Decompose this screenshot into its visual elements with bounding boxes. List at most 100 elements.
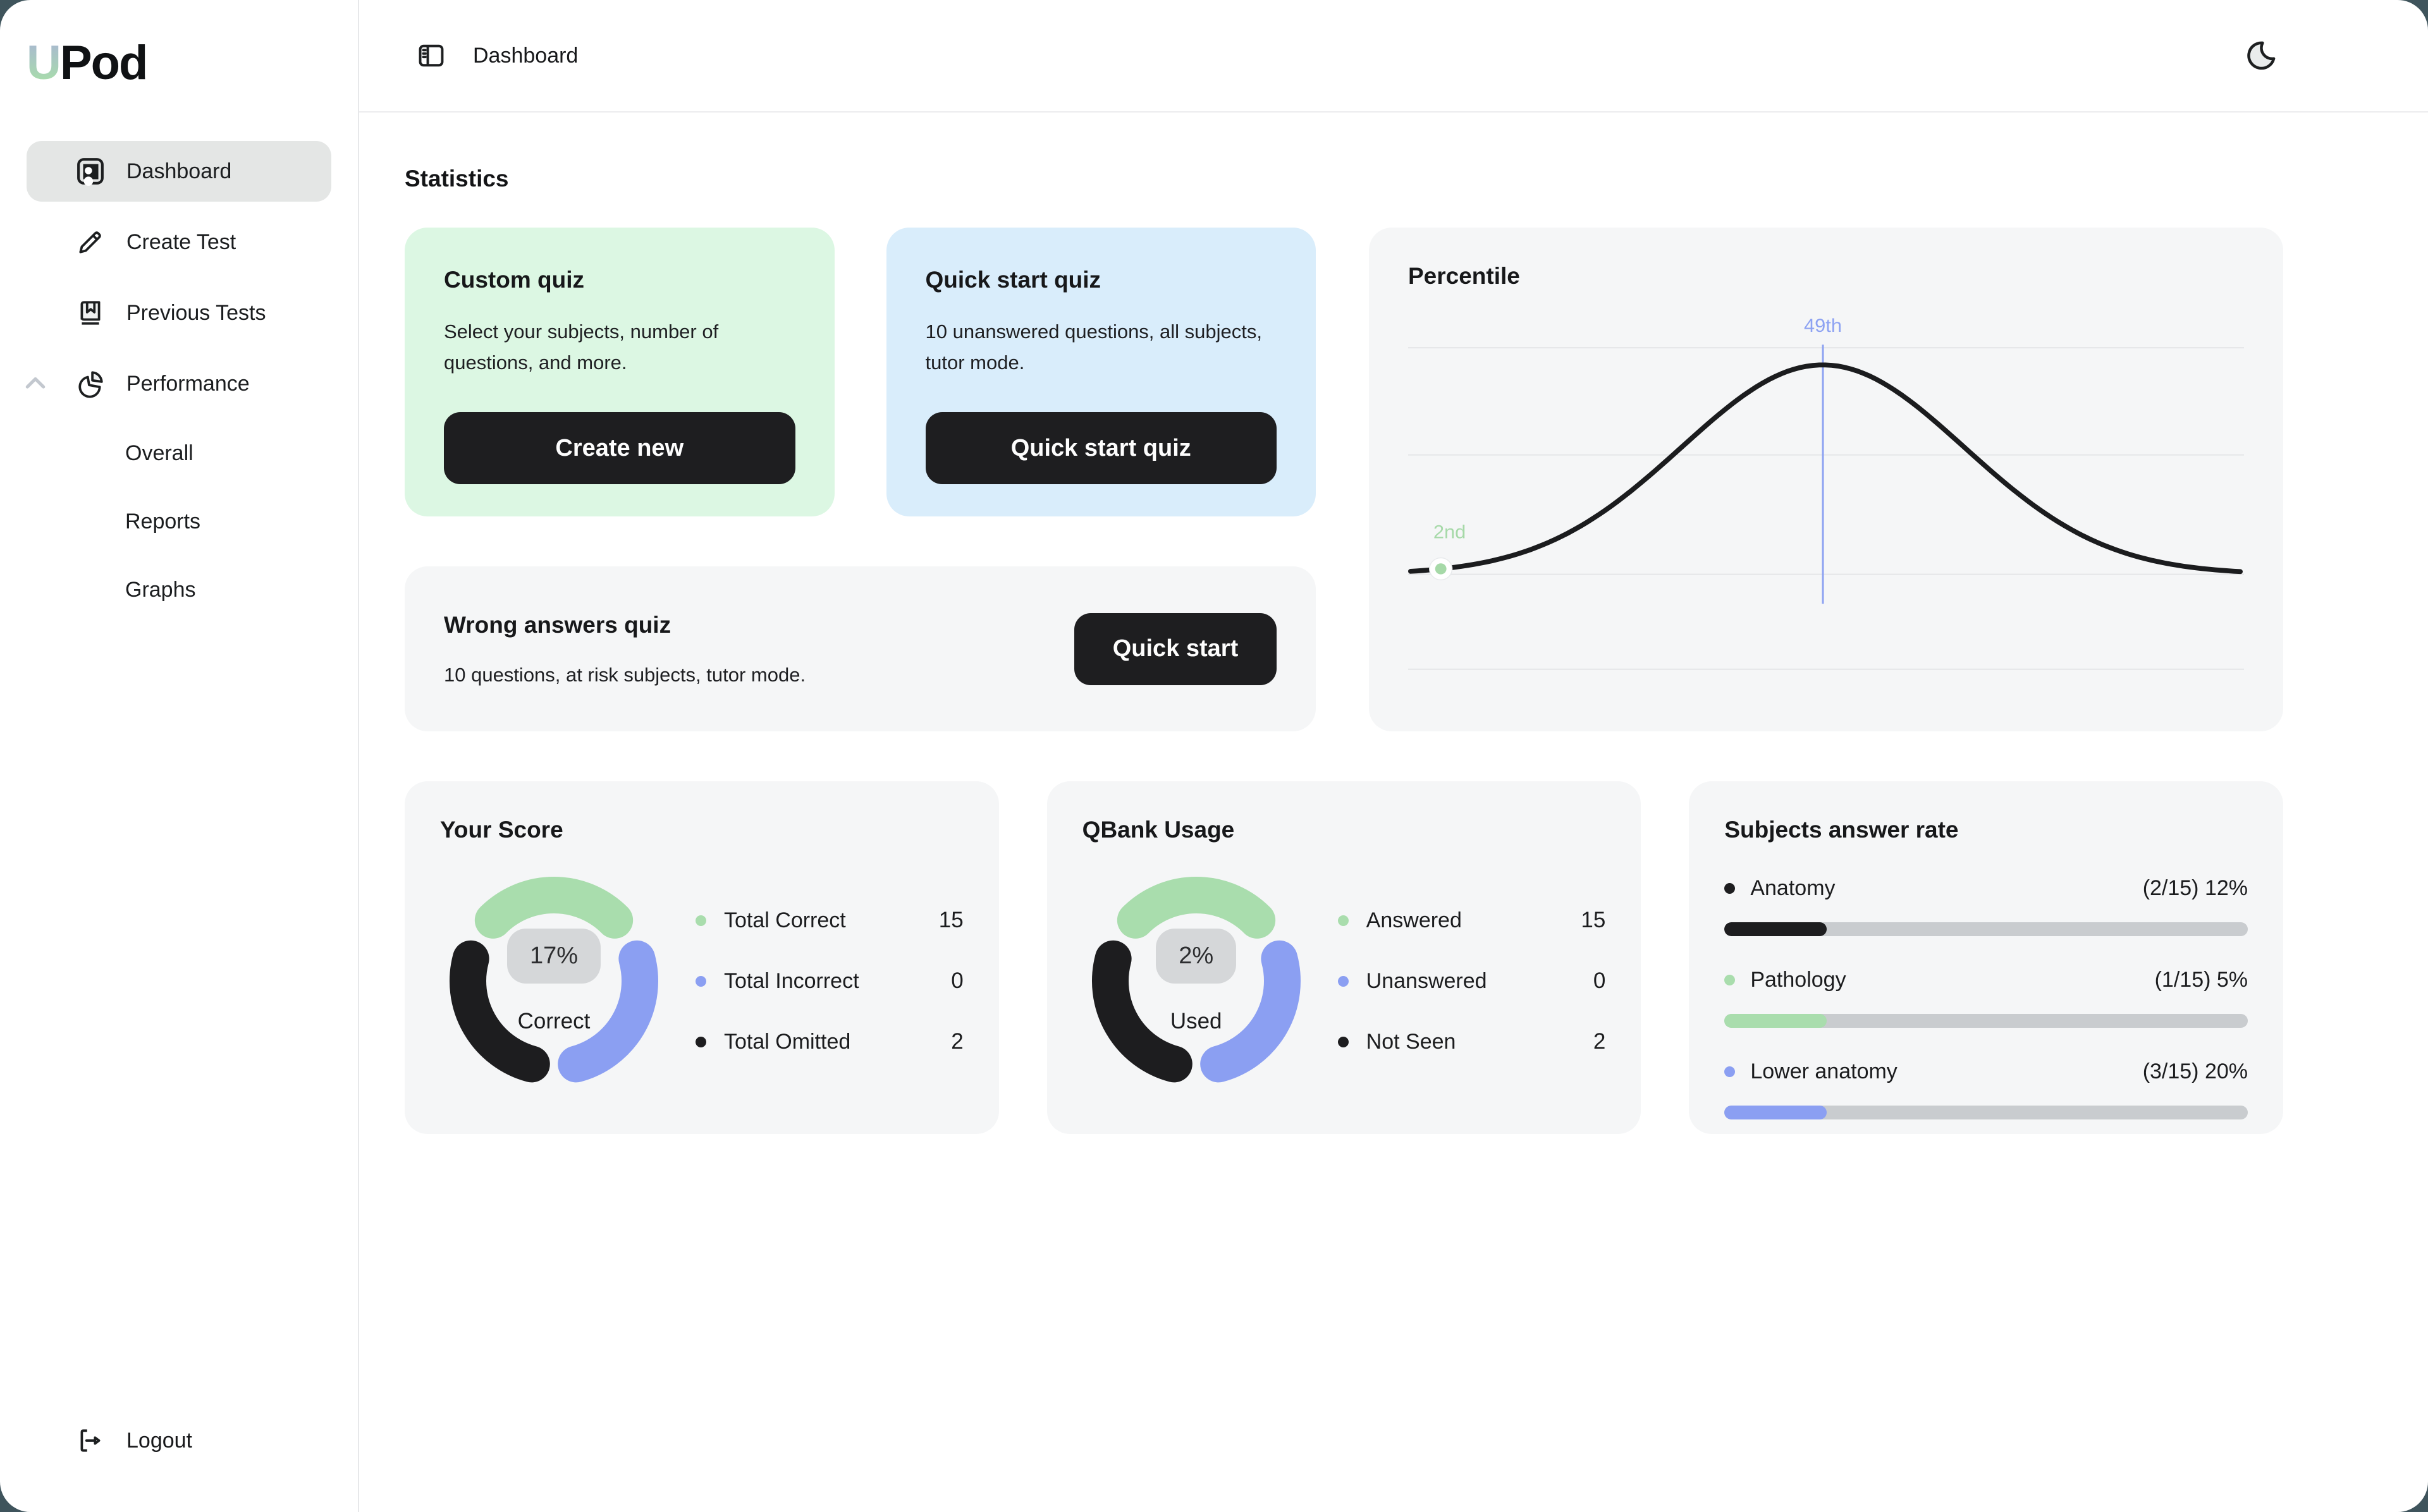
dashboard-icon bbox=[76, 157, 105, 186]
legend-dot-black bbox=[1337, 1036, 1349, 1047]
legend-label: Total Incorrect bbox=[724, 968, 859, 993]
legend-value: 0 bbox=[1593, 968, 1606, 993]
sidebar-item-label: Previous Tests bbox=[126, 300, 266, 325]
progress-track bbox=[1724, 1106, 2248, 1119]
score-legend: Total Correct 15 Total Incorrect 0 Total… bbox=[696, 867, 964, 1095]
logo-pod: Pod bbox=[59, 36, 149, 90]
qbank-usage-title: QBank Usage bbox=[1082, 817, 1235, 843]
app-logo: UPod bbox=[27, 35, 358, 90]
custom-quiz-card: Custom quiz Select your subjects, number… bbox=[405, 228, 835, 516]
progress-track bbox=[1724, 922, 2248, 936]
sidebar-subitem-graphs[interactable]: Graphs bbox=[125, 577, 196, 602]
subject-label: Anatomy bbox=[1750, 876, 1836, 900]
wrong-quiz-description: 10 questions, at risk subjects, tutor mo… bbox=[444, 663, 806, 686]
subject-dot bbox=[1724, 1066, 1736, 1077]
qbank-donut-chart bbox=[1091, 877, 1301, 1083]
qbank-usage-card: QBank Usage 2% Used Answe bbox=[1046, 781, 1641, 1134]
sidebar-nav: Dashboard Create Test Previous Tests bbox=[0, 141, 358, 619]
sidebar-subitem-reports[interactable]: Reports bbox=[125, 509, 201, 533]
progress-track bbox=[1724, 1014, 2248, 1028]
legend-value: 2 bbox=[951, 1029, 964, 1054]
quick-start-quiz-card: Quick start quiz 10 unanswered questions… bbox=[886, 228, 1316, 516]
legend-dot-black bbox=[696, 1036, 706, 1047]
subjects-title: Subjects answer rate bbox=[1724, 817, 1959, 843]
wrong-answers-quiz-card: Wrong answers quiz 10 questions, at risk… bbox=[405, 566, 1316, 731]
legend-row: Not Seen 2 bbox=[1337, 1029, 1606, 1054]
score-center-label: Correct bbox=[517, 1008, 591, 1033]
create-new-button[interactable]: Create new bbox=[444, 412, 795, 484]
custom-quiz-description: Select your subjects, number of question… bbox=[444, 320, 719, 374]
qbank-legend: Answered 15 Unanswered 0 Not Seen bbox=[1337, 867, 1606, 1095]
logout-icon bbox=[76, 1426, 105, 1455]
legend-label: Unanswered bbox=[1366, 968, 1487, 993]
score-percent-badge: 17% bbox=[506, 928, 601, 984]
legend-label: Answered bbox=[1366, 908, 1462, 932]
progress-fill bbox=[1724, 1106, 1827, 1119]
subjects-answer-rate-card: Subjects answer rate Anatomy (2/15) 12% bbox=[1689, 781, 2284, 1134]
subject-label: Pathology bbox=[1750, 968, 1846, 992]
sidebar-item-label: Performance bbox=[126, 371, 250, 396]
sidebar-item-previous-tests[interactable]: Previous Tests bbox=[27, 283, 331, 343]
legend-value: 15 bbox=[1581, 908, 1606, 932]
progress-fill bbox=[1724, 1014, 1827, 1028]
sidebar-toggle-icon[interactable] bbox=[416, 40, 446, 71]
legend-row: Total Correct 15 bbox=[696, 908, 964, 933]
custom-quiz-title: Custom quiz bbox=[444, 267, 584, 293]
percentile-title: Percentile bbox=[1408, 263, 1520, 289]
percentile-chart: 49th 2nd bbox=[1408, 315, 2244, 670]
legend-dot-blue bbox=[696, 975, 706, 987]
sidebar-item-label: Create Test bbox=[126, 229, 236, 254]
legend-value: 0 bbox=[951, 968, 964, 993]
quick-start-quiz-button[interactable]: Quick start quiz bbox=[925, 412, 1277, 484]
legend-dot-blue bbox=[1337, 975, 1349, 987]
subject-value: (2/15) 12% bbox=[2142, 876, 2248, 900]
topbar: Dashboard bbox=[359, 0, 2428, 113]
legend-row: Unanswered 0 bbox=[1337, 968, 1606, 994]
svg-text:2nd: 2nd bbox=[1433, 521, 1466, 543]
legend-label: Not Seen bbox=[1366, 1029, 1456, 1054]
sidebar-item-performance[interactable]: Performance bbox=[25, 353, 331, 414]
chevron-up-icon[interactable] bbox=[18, 366, 53, 401]
svg-text:49th: 49th bbox=[1804, 315, 1842, 336]
legend-value: 2 bbox=[1593, 1029, 1606, 1054]
legend-row: Total Omitted 2 bbox=[696, 1029, 964, 1054]
your-score-title: Your Score bbox=[440, 817, 563, 843]
subject-row-lower-anatomy: Lower anatomy (3/15) 20% bbox=[1724, 1059, 2248, 1119]
score-donut-chart bbox=[450, 877, 658, 1083]
legend-label: Total Correct bbox=[724, 908, 846, 932]
legend-label: Total Omitted bbox=[724, 1029, 851, 1054]
pencil-icon bbox=[76, 228, 105, 257]
subject-row-pathology: Pathology (1/15) 5% bbox=[1724, 968, 2248, 1028]
progress-fill bbox=[1724, 922, 1827, 936]
sidebar-item-dashboard[interactable]: Dashboard bbox=[27, 141, 331, 202]
legend-row: Answered 15 bbox=[1337, 908, 1606, 933]
logout-button[interactable]: Logout bbox=[0, 1426, 358, 1455]
subject-dot bbox=[1724, 975, 1736, 985]
sidebar-item-create-test[interactable]: Create Test bbox=[27, 212, 331, 272]
wrong-quiz-title: Wrong answers quiz bbox=[444, 611, 671, 638]
legend-dot-green bbox=[1337, 915, 1349, 926]
sidebar-item-label: Dashboard bbox=[126, 159, 232, 183]
quick-start-button[interactable]: Quick start bbox=[1074, 613, 1277, 685]
dark-mode-toggle[interactable] bbox=[2245, 39, 2278, 72]
main-area: Dashboard Statistics Custom quiz Select … bbox=[359, 0, 2428, 1512]
subject-row-anatomy: Anatomy (2/15) 12% bbox=[1724, 876, 2248, 936]
logout-label: Logout bbox=[126, 1428, 192, 1453]
quick-quiz-title: Quick start quiz bbox=[925, 267, 1101, 293]
legend-value: 15 bbox=[938, 908, 964, 932]
page-title: Dashboard bbox=[473, 43, 579, 68]
your-score-card: Your Score 17% Correct To bbox=[405, 781, 999, 1134]
sidebar-subitem-overall[interactable]: Overall bbox=[125, 441, 193, 465]
percentile-card: Percentile 49th 2nd bbox=[1369, 228, 2283, 731]
qbank-center-label: Used bbox=[1170, 1008, 1222, 1033]
legend-row: Total Incorrect 0 bbox=[696, 968, 964, 994]
dashboard-content: Statistics Custom quiz Select your subje… bbox=[359, 113, 2428, 1185]
subject-value: (1/15) 5% bbox=[2154, 968, 2248, 992]
sidebar: UPod Dashboard Create Test Previous Test… bbox=[0, 0, 359, 1512]
subject-value: (3/15) 20% bbox=[2142, 1059, 2248, 1083]
legend-dot-green bbox=[696, 915, 706, 926]
pie-chart-icon bbox=[76, 369, 105, 398]
subject-label: Lower anatomy bbox=[1750, 1059, 1898, 1083]
book-icon bbox=[76, 298, 105, 327]
